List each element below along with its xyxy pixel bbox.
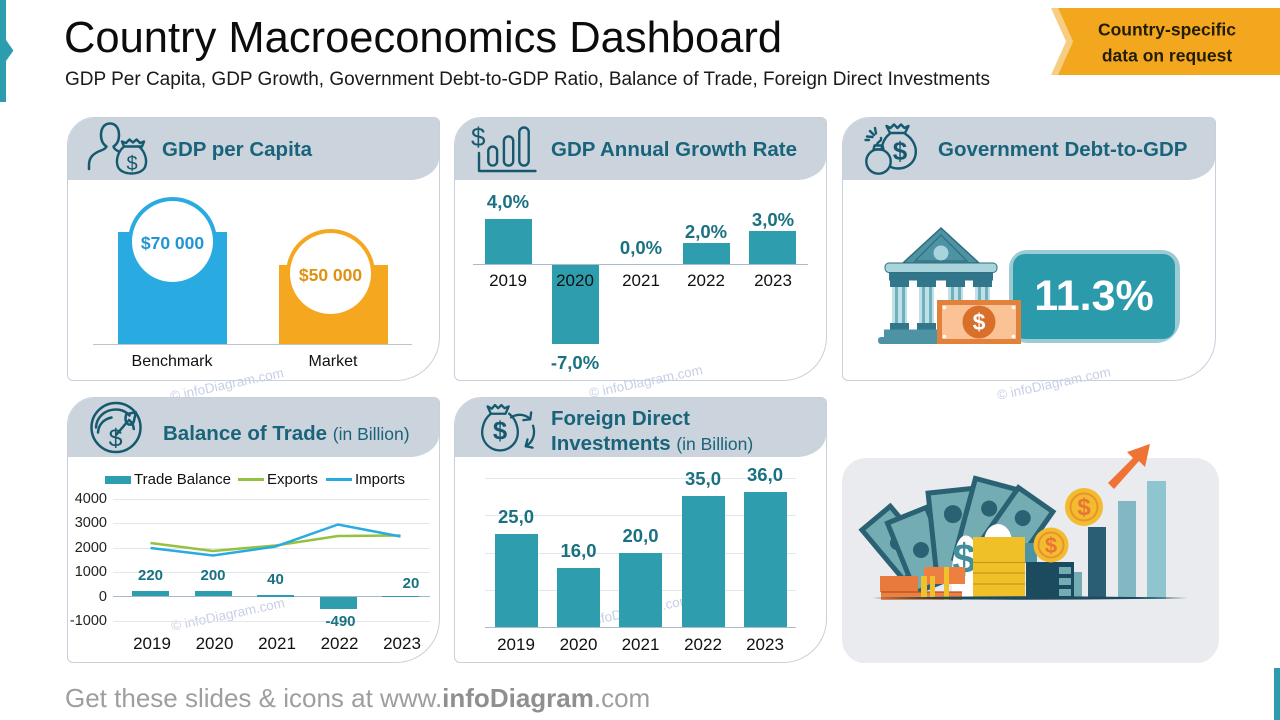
svg-text:Country-specific: Country-specific bbox=[1098, 20, 1236, 40]
svg-text:$: $ bbox=[493, 417, 507, 445]
svg-text:$: $ bbox=[109, 425, 123, 453]
svg-text:$: $ bbox=[1077, 494, 1091, 521]
svg-text:$: $ bbox=[471, 122, 486, 152]
svg-text:$: $ bbox=[973, 309, 986, 335]
svg-text:$: $ bbox=[893, 136, 908, 166]
svg-text:data on request: data on request bbox=[1102, 46, 1232, 66]
svg-text:$: $ bbox=[1045, 533, 1057, 558]
svg-text:$: $ bbox=[126, 153, 137, 175]
